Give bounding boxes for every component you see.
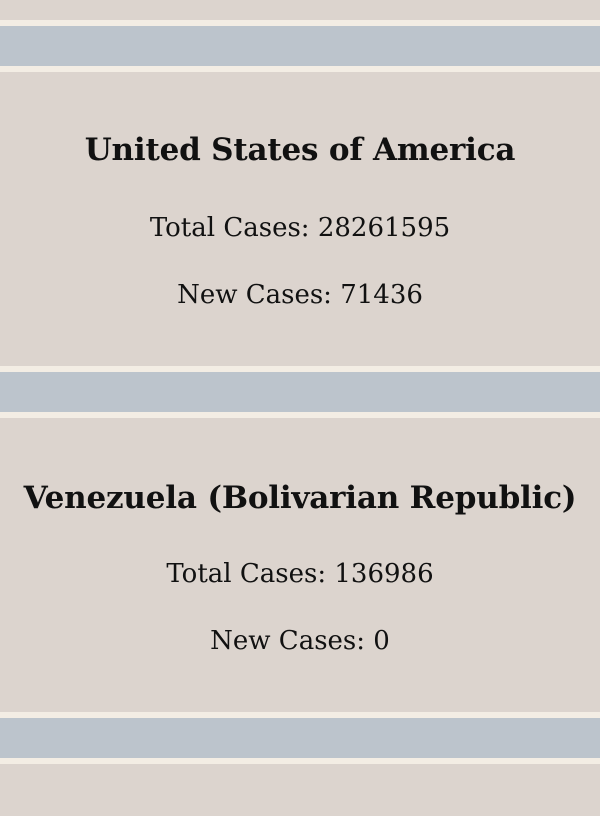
new-cases-label: New Cases:	[210, 626, 366, 656]
total-cases-value: 136986	[334, 559, 434, 589]
card-separator	[0, 718, 600, 758]
new-cases-value: 0	[373, 626, 390, 656]
country-name: United States of America	[84, 132, 516, 168]
total-cases: Total Cases: 28261595	[0, 212, 600, 244]
new-cases: New Cases: 0	[0, 625, 600, 657]
new-cases-value: 71436	[340, 280, 423, 310]
new-cases: New Cases: 71436	[0, 279, 600, 311]
card-separator	[0, 26, 600, 66]
total-cases-label: Total Cases:	[149, 213, 310, 243]
country-card: United States of America Total Cases: 28…	[0, 72, 600, 366]
next-country-card	[0, 764, 600, 816]
new-cases-label: New Cases:	[177, 280, 332, 310]
total-cases-value: 28261595	[317, 213, 451, 243]
country-card: Venezuela (Bolivarian Republic) Total Ca…	[0, 418, 600, 712]
previous-country-card	[0, 0, 600, 20]
total-cases: Total Cases: 136986	[0, 558, 600, 590]
country-name: Venezuela (Bolivarian Republic)	[23, 480, 577, 516]
total-cases-label: Total Cases:	[166, 559, 327, 589]
card-separator	[0, 372, 600, 412]
